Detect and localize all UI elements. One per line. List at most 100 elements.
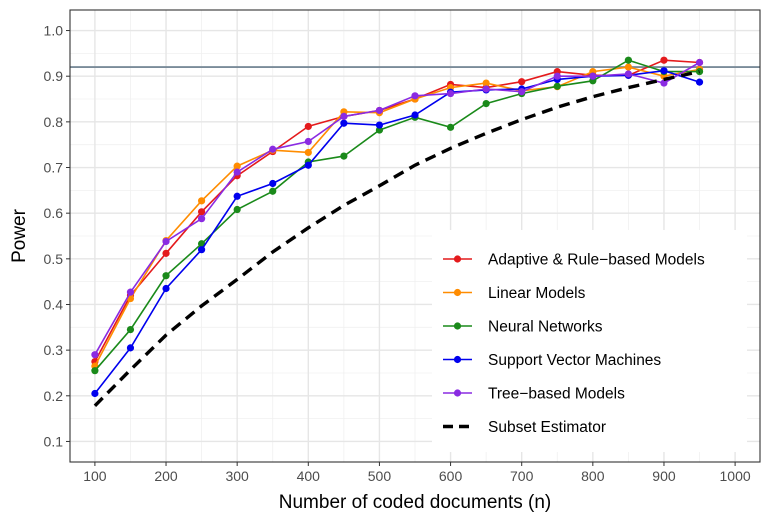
data-point: [126, 288, 135, 296]
x-tick-label: 200: [154, 468, 178, 484]
legend-label: Support Vector Machines: [488, 352, 661, 369]
y-tick-label: 0.9: [44, 68, 64, 84]
data-point: [411, 92, 419, 100]
data-point: [553, 72, 561, 80]
data-point: [233, 205, 241, 214]
data-point: [197, 246, 206, 254]
legend-key-point: [453, 389, 462, 397]
series-line: [94, 66, 700, 367]
data-point: [553, 82, 561, 90]
data-point: [91, 389, 99, 398]
data-point: [446, 89, 455, 98]
data-point: [624, 56, 633, 64]
y-tick-label: 0.5: [44, 251, 64, 267]
data-point: [162, 237, 170, 246]
x-tick-label: 500: [368, 468, 392, 484]
legend-item: Support Vector Machines: [443, 352, 661, 369]
data-point: [695, 68, 704, 76]
data-point: [695, 58, 704, 67]
data-point: [269, 179, 277, 188]
data-point: [375, 106, 384, 115]
x-tick-label: 800: [581, 468, 605, 484]
data-point: [518, 78, 526, 86]
legend-label: Neural Networks: [488, 319, 603, 336]
data-point: [340, 152, 348, 160]
x-axis-title: Number of coded documents (n): [279, 492, 551, 513]
series-layer: [91, 56, 704, 407]
x-tick-label: 400: [297, 468, 321, 484]
data-point: [91, 367, 99, 375]
x-tick-label: 700: [510, 468, 534, 484]
y-tick-label: 0.3: [44, 342, 64, 358]
legend-item: Linear Models: [443, 285, 586, 302]
x-tick-label: 300: [225, 468, 249, 484]
data-point: [482, 79, 490, 87]
series-line: [94, 59, 700, 372]
data-point: [411, 111, 419, 119]
legend-item: Neural Networks: [443, 319, 603, 336]
data-point: [197, 215, 206, 223]
data-point: [660, 79, 668, 87]
legend-key-point: [453, 255, 462, 263]
data-point: [482, 85, 490, 93]
data-point: [375, 126, 384, 134]
x-tick-label: 600: [439, 468, 463, 484]
y-tick-label: 0.1: [44, 433, 64, 449]
y-tick-label: 0.6: [44, 205, 64, 221]
legend-item: Adaptive & Rule−based Models: [443, 252, 705, 269]
legend-item: Subset Estimator: [443, 419, 606, 436]
axis-ticks: 100 200 300 400 500 600 700 800 900 1000 0.1 0.2 0.3…: [44, 23, 751, 484]
data-point: [162, 249, 170, 257]
data-point: [660, 56, 668, 64]
x-tick-label: 100: [83, 468, 107, 484]
y-tick-label: 1.0: [44, 23, 64, 39]
data-point: [162, 284, 170, 293]
data-point: [91, 351, 99, 359]
data-point: [233, 162, 241, 170]
data-point: [340, 112, 348, 120]
data-point: [518, 88, 526, 96]
estimator-line: [93, 69, 700, 407]
data-point: [304, 148, 312, 157]
legend-background: [432, 230, 747, 452]
data-point: [269, 187, 277, 195]
data-point: [269, 145, 277, 153]
legend-key-point: [453, 322, 462, 330]
y-tick-label: 0.8: [44, 114, 64, 130]
y-axis-title: Power: [9, 208, 30, 263]
legend-item: Tree−based Models: [443, 386, 625, 403]
series-line: [94, 61, 700, 356]
data-point: [304, 137, 312, 146]
data-point: [304, 122, 312, 131]
y-tick-label: 0.4: [44, 296, 64, 312]
legend-key-point: [453, 288, 462, 297]
x-tick-label: 1000: [720, 468, 751, 484]
data-point: [446, 123, 455, 131]
data-point: [197, 208, 206, 216]
legend: Adaptive & Rule−based Models Linear Model…: [432, 230, 747, 452]
legend-label: Subset Estimator: [488, 419, 606, 436]
data-point: [304, 161, 312, 169]
data-point: [375, 121, 384, 129]
legend-label: Adaptive & Rule−based Models: [488, 252, 705, 269]
legend-label: Tree−based Models: [488, 386, 625, 403]
data-point: [660, 67, 668, 75]
series-4: [91, 58, 704, 359]
data-point: [233, 168, 241, 176]
data-point: [340, 119, 348, 127]
data-point: [695, 78, 704, 86]
data-point: [624, 63, 633, 71]
data-point: [624, 70, 633, 78]
y-tick-label: 0.7: [44, 160, 64, 176]
legend-label: Linear Models: [488, 285, 586, 302]
data-point: [126, 325, 135, 334]
data-point: [233, 192, 241, 200]
panel-border: [69, 9, 761, 463]
data-point: [482, 99, 490, 108]
x-tick-label: 900: [652, 468, 676, 484]
y-tick-label: 0.2: [44, 388, 64, 404]
legend-key-point: [453, 355, 462, 364]
data-point: [126, 344, 135, 352]
data-point: [589, 72, 597, 80]
